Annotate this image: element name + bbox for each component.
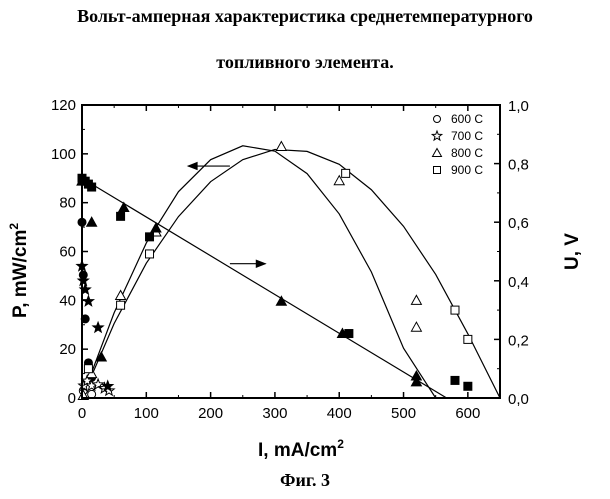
y-right-tick-label: 0,6 — [508, 215, 529, 232]
data-point — [341, 168, 351, 178]
x-tick-label: 600 — [455, 405, 480, 422]
data-point — [150, 222, 162, 233]
y-left-tick-label: 80 — [59, 195, 76, 212]
y-left-tick-label: 40 — [59, 292, 76, 309]
data-point — [76, 273, 90, 287]
data-point — [81, 294, 96, 307]
data-point — [80, 373, 94, 387]
legend-marker-circle-icon — [433, 115, 441, 123]
data-point — [450, 375, 460, 385]
data-point — [114, 289, 127, 300]
y-right-axis-ticks: 0,0 0,2 0,4 0,6 0,8 1,0 — [494, 98, 529, 408]
y-left-axis-ticks: 0 20 40 60 80 100 120 — [51, 97, 88, 407]
data-point — [116, 211, 126, 221]
legend-marker-square-icon — [433, 166, 441, 174]
fit-curves — [81, 145, 501, 399]
figure-caption: Фиг. 3 — [280, 470, 330, 490]
x-tick-label: 100 — [134, 405, 159, 422]
fit-curve-power-1 — [81, 145, 446, 399]
data-point — [117, 201, 130, 213]
y-right-tick-label: 0,0 — [508, 391, 529, 408]
series-900C-power — [83, 168, 473, 374]
legend: 600 C 700 C 800 C 900 C — [430, 112, 483, 177]
data-point — [95, 350, 108, 362]
legend-item: 900 C — [433, 163, 483, 177]
data-point — [333, 174, 346, 186]
legend-marker-star-icon — [430, 129, 444, 142]
y-left-tick-label: 20 — [59, 341, 76, 358]
legend-label: 800 C — [451, 146, 483, 160]
data-point — [463, 381, 473, 391]
data-points — [75, 140, 473, 401]
x-tick-label: 300 — [262, 405, 287, 422]
data-point — [410, 294, 423, 305]
y-left-tick-label: 120 — [51, 97, 76, 114]
x-tick-label: 400 — [327, 405, 352, 422]
y-right-tick-label: 0,8 — [508, 157, 529, 174]
x-tick-label: 0 — [78, 405, 86, 422]
y-left-axis-title: P, mW/cm2 — [7, 223, 31, 318]
legend-label: 900 C — [451, 163, 483, 177]
data-point — [91, 377, 105, 391]
y-right-axis-title: U, V — [562, 233, 583, 270]
y-right-tick-label: 1,0 — [508, 98, 529, 115]
series-900C-voltage — [77, 173, 473, 391]
chart-title-line-1: Вольт-амперная характеристика среднетемп… — [77, 6, 533, 26]
x-axis-ticks: 0 100 200 300 400 500 600 — [78, 105, 480, 422]
data-point — [101, 379, 115, 392]
data-point — [91, 320, 105, 334]
data-point — [463, 334, 473, 344]
legend-label: 700 C — [451, 129, 483, 143]
legend-item: 600 C — [433, 112, 483, 126]
data-point — [145, 232, 155, 242]
y-left-tick-label: 60 — [59, 244, 76, 261]
y-left-tick-label: 0 — [68, 390, 76, 407]
arrow-left — [186, 161, 230, 171]
data-point — [87, 182, 97, 192]
data-point — [85, 216, 98, 227]
data-point — [410, 375, 423, 387]
legend-item: 700 C — [430, 129, 483, 143]
chart-title-line-2: топливного элемента. — [216, 52, 394, 72]
x-tick-label: 200 — [198, 405, 223, 422]
data-point — [450, 305, 460, 315]
data-point — [344, 329, 354, 339]
data-point — [410, 321, 423, 332]
y-right-tick-label: 0,2 — [508, 332, 529, 349]
series-800C-power — [77, 140, 423, 401]
legend-label: 600 C — [451, 112, 483, 126]
x-tick-label: 500 — [391, 405, 416, 422]
y-left-tick-label: 100 — [51, 146, 76, 163]
y-right-tick-label: 0,4 — [508, 274, 529, 291]
data-point — [275, 140, 288, 152]
x-axis-title: I, mA/cm2 — [258, 437, 344, 461]
legend-item: 800 C — [431, 146, 483, 160]
arrow-right — [229, 259, 267, 268]
data-point — [116, 300, 126, 310]
data-point — [83, 364, 93, 374]
fit-curve-voltage-2 — [81, 177, 447, 399]
direction-arrows — [186, 161, 267, 268]
legend-marker-triangle-icon — [431, 147, 443, 157]
fit-curve-power-0 — [81, 148, 501, 399]
data-point — [275, 295, 288, 306]
data-point — [145, 249, 155, 259]
